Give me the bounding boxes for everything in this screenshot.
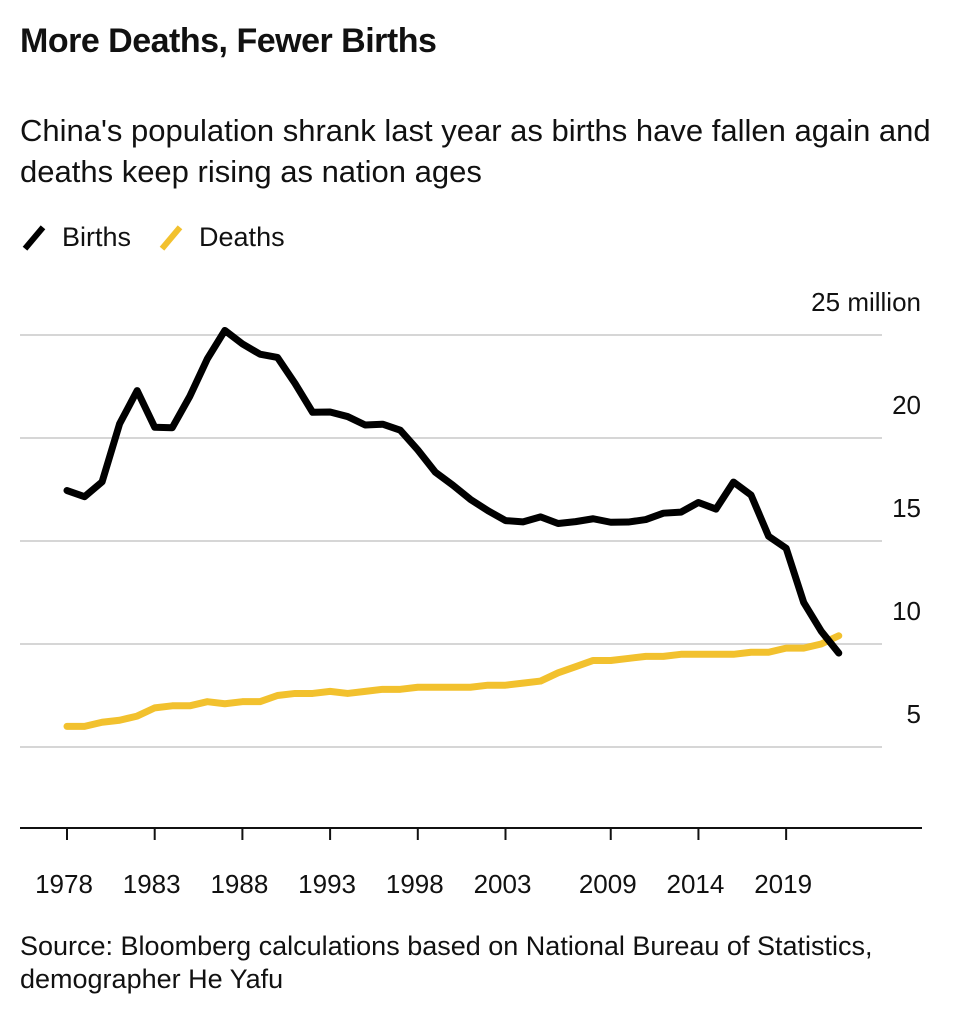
x-tick-label: 2019 [754, 869, 812, 899]
series-line-deaths [63, 632, 843, 730]
x-tick-label: 2014 [667, 869, 725, 899]
source-note: Source: Bloomberg calculations based on … [20, 931, 873, 994]
legend-births-label: Births [62, 222, 132, 252]
series-line-births [63, 326, 843, 657]
y-tick-label: 15 [892, 493, 921, 523]
chart-title: More Deaths, Fewer Births [20, 22, 437, 60]
x-tick-label: 1998 [386, 869, 444, 899]
legend-deaths: Deaths [157, 222, 285, 253]
x-tick-label: 2009 [579, 869, 637, 899]
x-tick-label: 2003 [474, 869, 532, 899]
x-tick-label: 1988 [210, 869, 268, 899]
x-tick-label: 1983 [123, 869, 181, 899]
x-tick-label: 1993 [298, 869, 356, 899]
y-tick-label: 10 [892, 596, 921, 626]
legend: Births Deaths [20, 222, 311, 253]
chart-subtitle: China's population shrank last year as b… [20, 113, 931, 189]
y-tick-label: 25 million [811, 287, 921, 317]
legend-births: Births [20, 222, 131, 253]
legend-deaths-label: Deaths [199, 222, 285, 252]
y-tick-label: 5 [907, 699, 921, 729]
x-tick-label: 1978 [35, 869, 93, 899]
y-tick-label: 20 [892, 390, 921, 420]
